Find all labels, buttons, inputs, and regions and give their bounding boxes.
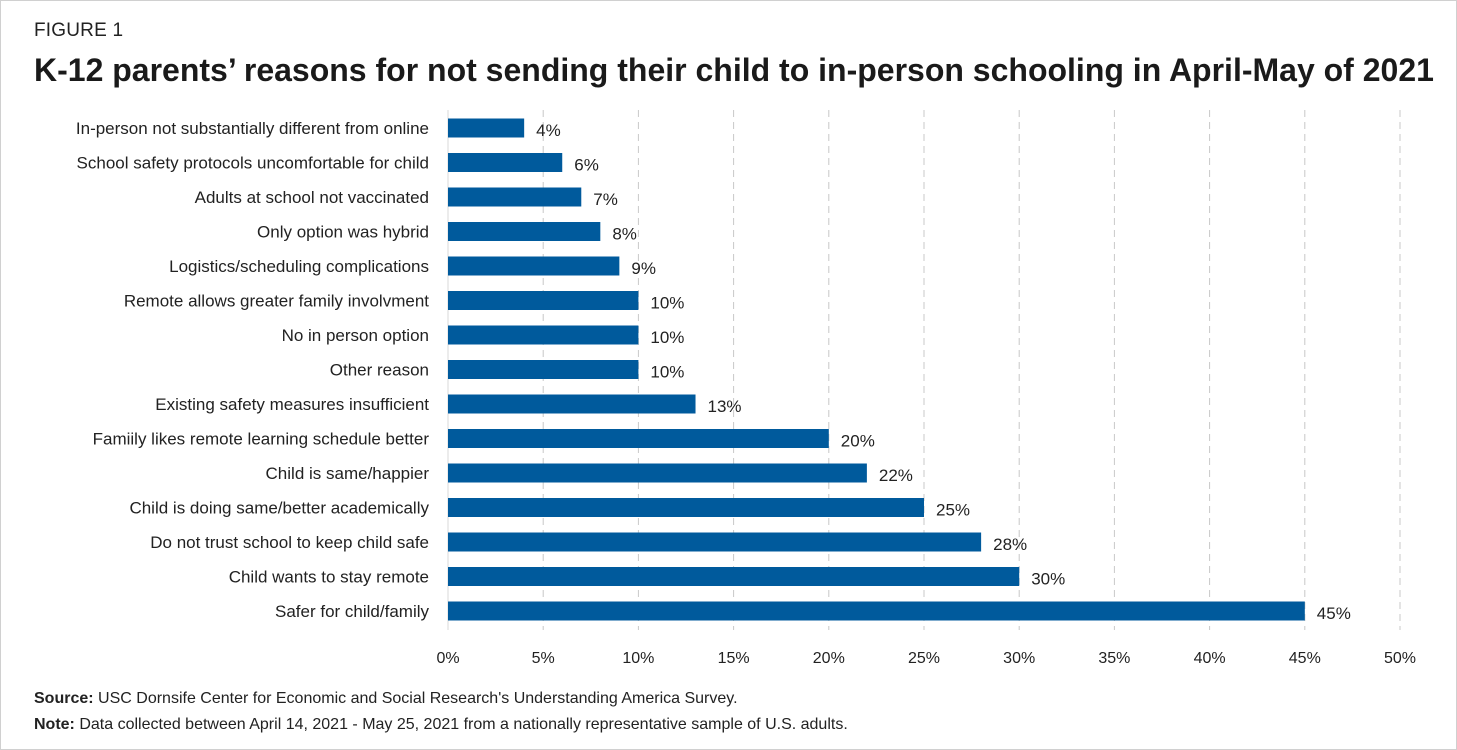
bar xyxy=(448,498,924,517)
x-tick-label: 35% xyxy=(1098,650,1130,667)
bar xyxy=(448,187,582,207)
bar xyxy=(448,601,1305,621)
data-label: 10% xyxy=(650,363,684,382)
data-label: 20% xyxy=(841,432,875,451)
data-label: 13% xyxy=(708,397,742,416)
data-label: 25% xyxy=(936,501,970,520)
x-tick-label: 0% xyxy=(436,650,459,667)
data-label: 30% xyxy=(1031,570,1065,589)
source-text: USC Dornsife Center for Economic and Soc… xyxy=(98,690,738,707)
source-line: Source: USC Dornsife Center for Economic… xyxy=(34,690,738,708)
data-label: 10% xyxy=(650,294,684,313)
category-label: Only option was hybrid xyxy=(257,223,429,242)
x-tick-label: 5% xyxy=(532,650,555,667)
bar xyxy=(448,222,601,241)
bar xyxy=(448,360,639,379)
x-tick-label: 10% xyxy=(622,650,654,667)
data-label: 7% xyxy=(593,190,618,209)
data-label: 28% xyxy=(993,535,1027,554)
category-label: No in person option xyxy=(282,326,429,345)
bar xyxy=(448,532,982,552)
data-label: 22% xyxy=(879,466,913,485)
bar xyxy=(448,118,525,138)
category-label: Child is doing same/better academically xyxy=(129,499,429,518)
category-label: Logistics/scheduling complications xyxy=(169,257,429,276)
note-text: Data collected between April 14, 2021 - … xyxy=(79,716,848,733)
category-label: Other reason xyxy=(330,361,429,380)
bar xyxy=(448,429,829,448)
category-label: School safety protocols uncomfortable fo… xyxy=(77,154,429,173)
data-label: 45% xyxy=(1317,604,1351,623)
bar xyxy=(448,256,620,276)
data-label: 8% xyxy=(612,225,637,244)
category-label: Existing safety measures insufficient xyxy=(155,395,429,414)
category-label: Safer for child/family xyxy=(275,602,429,621)
data-label: 9% xyxy=(631,259,656,278)
note-line: Note: Data collected between April 14, 2… xyxy=(34,716,848,734)
category-label: Remote allows greater family involvment xyxy=(124,292,429,311)
data-label: 10% xyxy=(650,328,684,347)
chart-title: K-12 parents’ reasons for not sending th… xyxy=(34,52,1434,88)
category-label: Child wants to stay remote xyxy=(229,568,429,587)
bar xyxy=(448,291,639,310)
bar xyxy=(448,153,563,172)
bar xyxy=(448,394,696,414)
bar xyxy=(448,567,1020,586)
data-label: 6% xyxy=(574,156,599,175)
x-tick-label: 30% xyxy=(1003,650,1035,667)
note-label: Note: xyxy=(34,716,75,733)
source-label: Source: xyxy=(34,690,94,707)
x-tick-label: 25% xyxy=(908,650,940,667)
figure-label: FIGURE 1 xyxy=(34,20,124,41)
category-label: Famiily likes remote learning schedule b… xyxy=(93,430,430,449)
x-tick-label: 50% xyxy=(1384,650,1416,667)
bar xyxy=(448,463,867,483)
category-label: Adults at school not vaccinated xyxy=(195,188,429,207)
x-tick-label: 20% xyxy=(813,650,845,667)
bar xyxy=(448,325,639,345)
x-tick-label: 45% xyxy=(1289,650,1321,667)
category-label: In-person not substantially different fr… xyxy=(76,119,429,138)
data-label: 4% xyxy=(536,121,561,140)
category-label: Child is same/happier xyxy=(266,464,430,483)
x-tick-label: 40% xyxy=(1194,650,1226,667)
x-tick-label: 15% xyxy=(718,650,750,667)
category-label: Do not trust school to keep child safe xyxy=(150,533,429,552)
